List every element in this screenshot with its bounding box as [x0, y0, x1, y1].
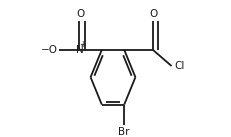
Text: +: +	[79, 40, 86, 49]
Text: −O: −O	[41, 45, 58, 55]
Text: Cl: Cl	[174, 61, 184, 71]
Text: O: O	[149, 9, 158, 19]
Text: O: O	[76, 9, 84, 19]
Text: Br: Br	[119, 127, 130, 137]
Text: N: N	[76, 45, 83, 55]
